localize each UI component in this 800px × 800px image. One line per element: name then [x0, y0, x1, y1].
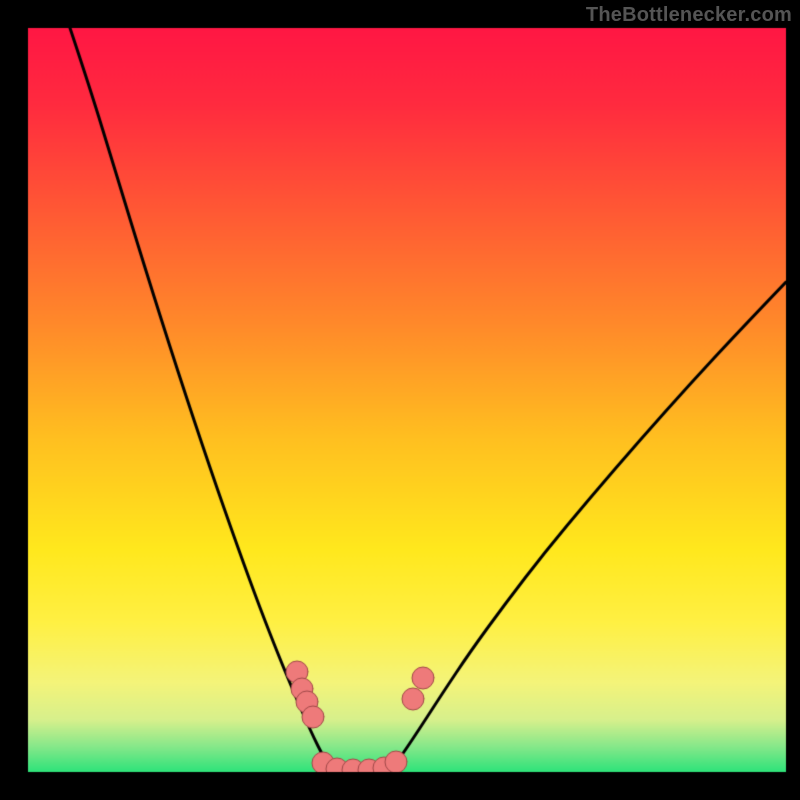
watermark-text: TheBottlenecker.com [586, 4, 792, 27]
bottleneck-curve-chart [0, 0, 800, 800]
chart-stage: TheBottlenecker.com [0, 0, 800, 800]
